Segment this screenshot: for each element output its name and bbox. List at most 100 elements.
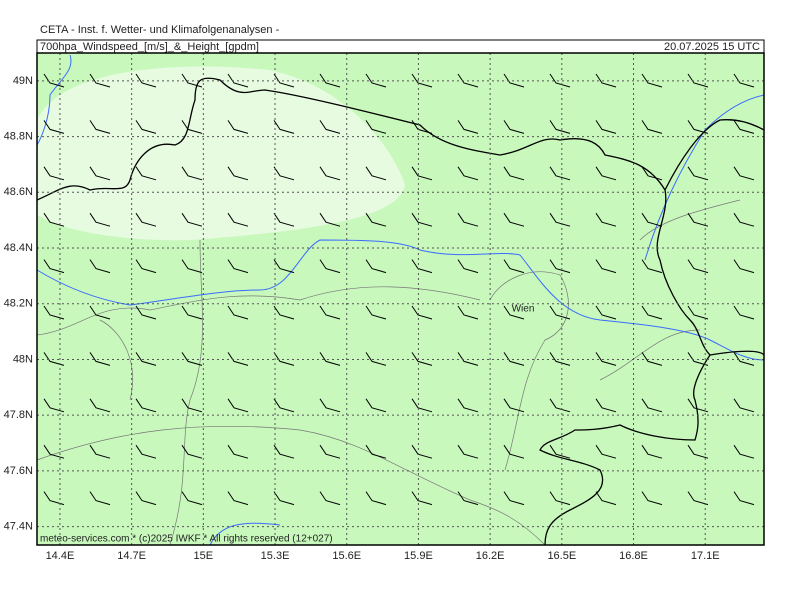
wind-barb: [227, 212, 249, 227]
wind-barb: [687, 166, 709, 181]
wind-barb: [733, 166, 755, 181]
lat-tick-label: 48.4N: [4, 242, 33, 254]
wind-barb: [641, 444, 663, 459]
wind-barb: [365, 444, 387, 459]
wind-barb: [135, 73, 157, 88]
wind-barb: [273, 120, 295, 134]
wind-barb: [273, 444, 295, 459]
wind-barb: [43, 352, 65, 366]
wind-barb: [135, 305, 157, 320]
wind-barb: [457, 73, 479, 88]
wind-barb: [503, 352, 525, 366]
wind-barb: [43, 259, 65, 274]
wind-barb: [43, 120, 65, 134]
wind-barb: [135, 212, 157, 227]
wind-barb: [319, 444, 341, 459]
wind-barb: [227, 120, 249, 134]
wind-barb: [595, 444, 617, 459]
wind-barb: [733, 352, 755, 366]
wind-barb: [641, 73, 663, 88]
institute: CETA - Inst. f. Wetter- und Klimafolgena…: [40, 24, 280, 36]
wind-barb: [181, 120, 203, 134]
wind-barb: [365, 212, 387, 227]
wind-barb: [135, 166, 157, 181]
lon-tick-label: 14.7E: [117, 550, 146, 562]
wind-barb: [733, 120, 755, 134]
wind-barb: [457, 259, 479, 274]
wind-barb: [43, 398, 65, 413]
wind-barb: [43, 212, 65, 227]
wind-barb: [549, 444, 571, 459]
lon-tick-label: 15.9E: [404, 550, 433, 562]
wind-barb: [503, 398, 525, 413]
wind-barb: [687, 259, 709, 274]
wind-barb: [595, 398, 617, 413]
lat-tick-label: 49N: [13, 75, 33, 87]
wind-barb: [319, 120, 341, 134]
lat-tick-label: 47.4N: [4, 521, 33, 533]
wind-barb: [181, 398, 203, 413]
wind-barb: [457, 166, 479, 181]
wind-barb: [641, 166, 663, 181]
wind-barb: [503, 73, 525, 88]
wind-barb: [687, 352, 709, 366]
lon-tick-label: 15.6E: [332, 550, 361, 562]
wind-barb: [595, 166, 617, 181]
map-frame: [36, 52, 765, 546]
map-area: [36, 52, 765, 546]
wind-barb: [89, 120, 111, 134]
wind-barb: [43, 305, 65, 320]
wind-barb: [273, 259, 295, 274]
rivers: [36, 54, 765, 546]
wind-barb: [411, 305, 433, 320]
wind-barb: [135, 398, 157, 413]
wind-barb: [641, 259, 663, 274]
wind-barb: [457, 491, 479, 506]
wind-barb: [503, 444, 525, 459]
wind-barb: [549, 120, 571, 134]
wind-barb: [273, 398, 295, 413]
lat-tick-label: 48.6N: [4, 186, 33, 198]
wind-barb: [457, 398, 479, 413]
wind-barb: [641, 398, 663, 413]
wind-barb: [457, 444, 479, 459]
wind-barb: [503, 305, 525, 320]
wind-barb: [181, 212, 203, 227]
wind-barb: [89, 166, 111, 181]
lat-tick-label: 48N: [13, 353, 33, 365]
wind-barb: [595, 491, 617, 506]
wind-barb: [733, 444, 755, 459]
wind-barb: [135, 491, 157, 506]
wind-barb: [227, 73, 249, 88]
wind-barb: [135, 444, 157, 459]
wind-barb: [135, 259, 157, 274]
wind-barb: [319, 259, 341, 274]
wind-barb: [319, 491, 341, 506]
wind-barb: [687, 491, 709, 506]
valid-time: 20.07.2025 15 UTC: [664, 41, 760, 53]
borders: [36, 77, 765, 546]
wind-barb: [43, 491, 65, 506]
wind-barb: [43, 73, 65, 88]
wind-barb: [89, 444, 111, 459]
wind-barb: [549, 73, 571, 88]
wind-barb: [227, 305, 249, 320]
wind-barb: [227, 259, 249, 274]
wind-barb: [319, 305, 341, 320]
wind-barb: [319, 398, 341, 413]
wind-barb: [89, 259, 111, 274]
wind-barb: [411, 212, 433, 227]
wind-barb: [273, 73, 295, 88]
wind-barb: [733, 305, 755, 320]
lon-tick-label: 14.4E: [46, 550, 75, 562]
wind-barb: [549, 305, 571, 320]
lon-tick-label: 16.8E: [619, 550, 648, 562]
wind-barb: [319, 166, 341, 181]
wind-barb: [181, 166, 203, 181]
wind-barb: [687, 73, 709, 88]
wind-barb: [227, 166, 249, 181]
wind-barb: [733, 73, 755, 88]
wind-barb: [273, 305, 295, 320]
footer-credit: meteo-services.com * (c)2025 IWKF * All …: [40, 534, 333, 545]
wind-barb: [365, 259, 387, 274]
